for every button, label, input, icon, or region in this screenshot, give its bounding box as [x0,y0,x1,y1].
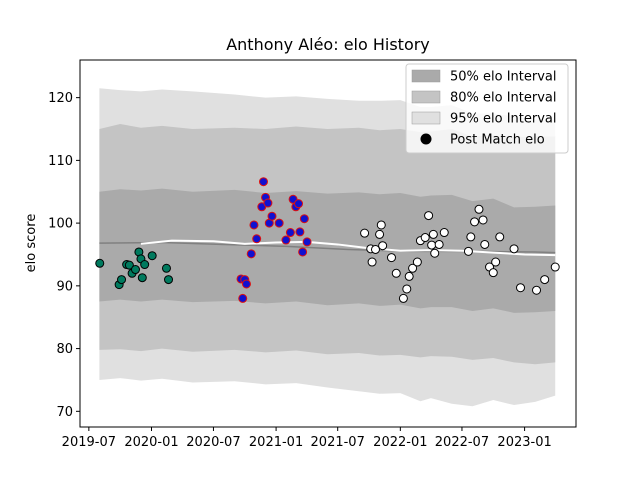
post-match-elo-point [267,211,277,221]
post-match-elo-point [466,232,476,242]
post-match-elo-point [550,262,560,272]
axes-frame [79,59,577,428]
post-match-elo-point [386,253,396,263]
legend-box [405,63,569,154]
legend-marker [420,133,432,145]
post-match-elo-point [470,217,480,227]
y-tick-label: 120 [48,91,73,106]
post-match-elo-point [164,275,174,285]
running-elo-line [140,239,556,257]
post-match-elo-point [137,273,147,283]
post-match-elo-point [295,227,305,237]
post-match-elo-point [130,265,140,275]
plot-area [95,88,560,407]
y-tick-label: 110 [48,154,73,169]
post-match-elo-point [246,249,256,259]
legend-label: 80% elo Interval [450,91,557,106]
post-match-elo-point [463,246,473,256]
post-match-elo-point [420,233,430,243]
legend-swatch [411,90,441,104]
post-match-elo-point [495,232,505,242]
post-match-elo-point [263,198,273,208]
post-match-elo-point [474,204,484,214]
post-match-elo-point [428,229,438,239]
post-match-elo-point [302,237,312,247]
legend-swatch [411,111,441,125]
post-match-elo-point [375,229,385,239]
post-match-elo-point [370,244,380,254]
post-match-elo-point [376,220,386,230]
post-match-elo-point [391,268,401,278]
legend-label: 95% elo Interval [450,112,557,127]
post-match-elo-point [491,257,501,267]
post-match-elo-point [124,260,134,270]
post-match-elo-point [402,284,412,294]
y-tick-label: 70 [56,405,73,420]
x-tick-label: 2023-01 [497,435,551,450]
post-match-elo-point [281,235,291,245]
legend-swatch [411,69,441,83]
y-axis-label: elo score [24,214,39,273]
post-match-elo-point [299,214,309,224]
post-match-elo-point [378,241,388,251]
legend-label: 50% elo Interval [450,70,557,85]
post-match-elo-point [516,283,526,293]
y-tick-label: 90 [56,279,73,294]
post-match-elo-point [252,234,262,244]
post-match-elo-point [285,228,295,238]
x-tick-label: 2020-01 [124,435,178,450]
post-match-elo-point [161,263,171,273]
x-tick-label: 2021-07 [311,435,365,450]
post-match-elo-point [147,251,157,261]
legend: 50% elo Interval 80% elo Interval 95% elo … [405,63,569,154]
post-match-elo-point [404,271,414,281]
post-match-elo-point [398,293,408,303]
post-match-elo-point [532,285,542,295]
x-tick-label: 2022-07 [435,435,489,450]
post-match-elo-point [238,293,248,303]
band-50 [99,188,556,313]
chart-title: Anthony Aléo: elo History [226,35,430,54]
post-match-elo-point [360,228,370,238]
post-match-elo-point [117,275,127,285]
y-tick-label: 80 [56,342,73,357]
post-match-elo-point [95,258,105,268]
post-match-elo-point [274,218,284,228]
x-tick-label: 2021-01 [249,435,303,450]
post-match-elo-point [298,247,308,257]
post-match-elo-point [424,211,434,221]
post-match-elo-point [367,257,377,267]
post-match-elo-point [408,263,418,273]
x-tick-label: 2020-07 [186,435,240,450]
x-tick-label: 2022-01 [373,435,427,450]
post-match-elo-point [430,248,440,258]
post-match-elo-point [478,215,488,225]
post-match-elo-point [434,239,444,249]
post-match-elo-point [249,220,259,230]
x-tick-label: 2019-07 [62,435,116,450]
legend-label: Post Match elo [450,133,545,148]
post-match-elo-point [427,240,437,250]
post-match-elo-point [412,257,422,267]
post-match-elo-point [540,275,550,285]
post-match-elo-point [294,199,304,209]
post-match-elo-point [480,239,490,249]
post-match-elo-point [140,260,150,270]
y-tick-label: 100 [48,217,73,232]
post-match-elo-point [439,228,449,238]
post-match-elo-point [488,268,498,278]
post-match-elo-point [258,177,268,187]
post-match-elo-point [241,279,251,289]
post-match-elo-point [509,244,519,254]
